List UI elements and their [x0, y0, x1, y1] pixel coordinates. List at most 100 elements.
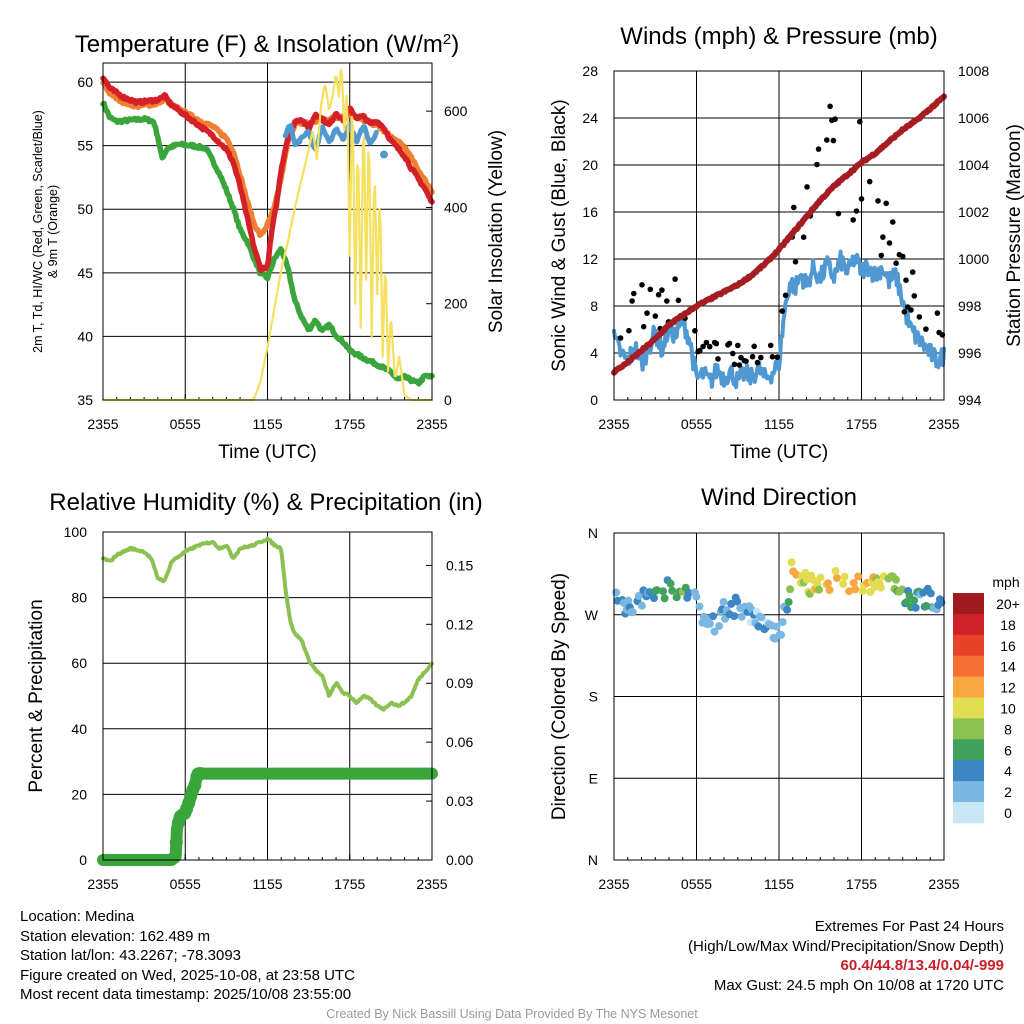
- y-tick-label: 4: [590, 345, 598, 361]
- chart-title: Winds (mph) & Pressure (mb): [620, 23, 937, 50]
- plot-frame: [613, 532, 945, 861]
- footer-credit: Created By Nick Bassill Using Data Provi…: [326, 1007, 698, 1021]
- colorbar-label: 16: [1000, 638, 1016, 654]
- direction-point: [911, 603, 920, 612]
- y2-tick-label: 600: [444, 103, 468, 119]
- gust-point: [626, 327, 632, 334]
- y2-axis-label: Station Pressure (Maroon): [1004, 124, 1024, 347]
- gust-point: [700, 343, 706, 350]
- extremes-title: Extremes For Past 24 Hours: [814, 918, 1004, 935]
- direction-point: [937, 598, 946, 607]
- y2-tick-label: 0.03: [446, 793, 473, 809]
- y-tick-label: 40: [77, 328, 93, 344]
- direction-point: [715, 622, 724, 630]
- x-tick-label: 1155: [764, 416, 794, 432]
- y-tick-label: 20: [71, 786, 87, 802]
- direction-point: [840, 572, 849, 581]
- y2-tick-label: 1004: [958, 157, 989, 173]
- gust-point: [706, 343, 713, 350]
- gust-point: [782, 292, 789, 299]
- y2-tick-label: 0.15: [446, 557, 473, 573]
- y2-tick-label: 994: [958, 392, 982, 408]
- latlon-text: Station lat/lon: 43.2267; -78.3093: [20, 947, 242, 965]
- y2-tick-label: 1002: [958, 204, 989, 220]
- title-text: Temperature (F) & Insolation (W/m: [75, 31, 443, 58]
- direction-point: [645, 588, 654, 597]
- gust-point: [629, 298, 635, 304]
- colorbar-label: 14: [1000, 659, 1016, 675]
- gust-point: [672, 276, 678, 282]
- x-tick-label: 0555: [681, 416, 712, 432]
- gust-point: [703, 339, 710, 346]
- x-tick-label: 2355: [598, 876, 629, 892]
- y-axis-label-line2: & 9m T (Orange): [46, 185, 60, 278]
- y2-tick-label: 0.09: [446, 675, 473, 691]
- gust-point: [883, 200, 889, 207]
- y-tick-label: 20: [582, 157, 598, 173]
- gust-point: [749, 353, 756, 360]
- direction-point: [666, 579, 675, 588]
- direction-point: [845, 587, 854, 596]
- y-tick-label: 24: [582, 110, 598, 126]
- y2-tick-label: 1008: [958, 63, 989, 79]
- gust-point: [875, 198, 881, 204]
- gust-point: [890, 219, 896, 225]
- x-tick-label: 2355: [928, 876, 959, 892]
- y-tick-label: E: [589, 770, 598, 786]
- gust-point: [730, 350, 736, 357]
- max-gust-text: Max Gust: 24.5 mph On 10/08 at 1720 UTC: [713, 976, 1004, 994]
- gust-point: [736, 362, 743, 368]
- y2-tick-label: 0: [444, 392, 452, 408]
- gust-point: [814, 161, 820, 168]
- gust-point: [664, 298, 670, 304]
- y-tick-label: 0: [79, 852, 87, 868]
- direction-point: [659, 587, 668, 596]
- direction-point: [783, 605, 792, 614]
- y-tick-label: 100: [64, 524, 88, 540]
- location-text: Location: Medina: [20, 908, 135, 925]
- direction-point: [851, 585, 860, 594]
- direction-point: [898, 585, 907, 594]
- y-tick-label: 0: [590, 392, 598, 408]
- direction-point: [777, 630, 786, 639]
- gust-point: [647, 286, 654, 293]
- extremes-legend: (High/Low/Max Wind/Precipitation/Snow De…: [688, 937, 1004, 955]
- direction-point: [733, 597, 742, 606]
- x-tick-label: 0555: [170, 876, 201, 892]
- gust-point: [824, 137, 830, 143]
- series-point: [380, 150, 389, 159]
- direction-point: [628, 608, 637, 617]
- gust-point: [631, 290, 637, 297]
- colorbar-swatch: [953, 697, 984, 719]
- gust-point: [751, 343, 757, 350]
- y2-tick-label: 0.12: [446, 616, 473, 632]
- gust-point: [827, 103, 833, 110]
- gust-point: [652, 313, 659, 319]
- gust-point: [617, 335, 624, 341]
- x-tick-label: 2355: [87, 876, 118, 892]
- x-axis-label: Time (UTC): [730, 442, 829, 463]
- colorbar-label: 2: [1004, 784, 1012, 800]
- y-tick-label: 80: [71, 590, 87, 606]
- gust-point: [880, 234, 886, 240]
- gust-point: [804, 184, 810, 190]
- x-tick-label: 2355: [928, 416, 959, 432]
- gust-point: [779, 308, 786, 314]
- colorbar: mph 20+ 18 16 14 12 10 8 6 4 2 0: [953, 574, 1020, 824]
- gust-point: [639, 282, 645, 288]
- colorbar-swatch: [953, 739, 984, 761]
- y-tick-label: 50: [77, 201, 93, 217]
- colorbar-label: 18: [1000, 617, 1016, 633]
- colorbar-swatch: [953, 718, 984, 740]
- extremes-info: Extremes For Past 24 Hours (High/Low/Max…: [688, 917, 1004, 995]
- y-tick-label: 60: [71, 655, 87, 671]
- direction-point: [792, 570, 801, 579]
- gust-point: [908, 307, 914, 313]
- gust-point: [792, 259, 799, 265]
- x-tick-label: 1155: [252, 416, 282, 432]
- gust-point: [934, 310, 941, 316]
- colorbar-label: 0: [1004, 805, 1012, 821]
- colorbar-label: 12: [1000, 680, 1016, 696]
